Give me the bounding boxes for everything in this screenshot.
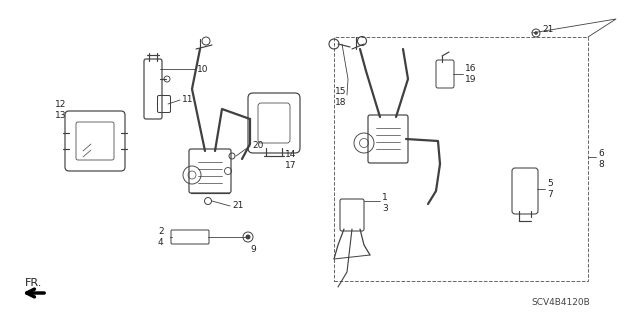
Text: 6
8: 6 8 bbox=[598, 149, 604, 169]
Text: 21: 21 bbox=[232, 202, 243, 211]
Text: SCV4B4120B: SCV4B4120B bbox=[531, 298, 590, 307]
Text: 9: 9 bbox=[250, 244, 256, 254]
Text: 16
19: 16 19 bbox=[465, 64, 477, 84]
Text: 2
4: 2 4 bbox=[158, 227, 164, 247]
Text: 12
13: 12 13 bbox=[55, 100, 67, 120]
Text: 10: 10 bbox=[197, 64, 209, 73]
Text: 14
17: 14 17 bbox=[285, 150, 296, 170]
Circle shape bbox=[534, 31, 538, 35]
Text: 21: 21 bbox=[542, 25, 554, 33]
Circle shape bbox=[246, 234, 250, 240]
Text: 15
18: 15 18 bbox=[335, 87, 346, 107]
Text: 11: 11 bbox=[182, 95, 193, 105]
Text: 5
7: 5 7 bbox=[547, 179, 553, 199]
Text: 1
3: 1 3 bbox=[382, 193, 388, 213]
Text: 20: 20 bbox=[252, 142, 264, 151]
Text: FR.: FR. bbox=[26, 278, 43, 288]
